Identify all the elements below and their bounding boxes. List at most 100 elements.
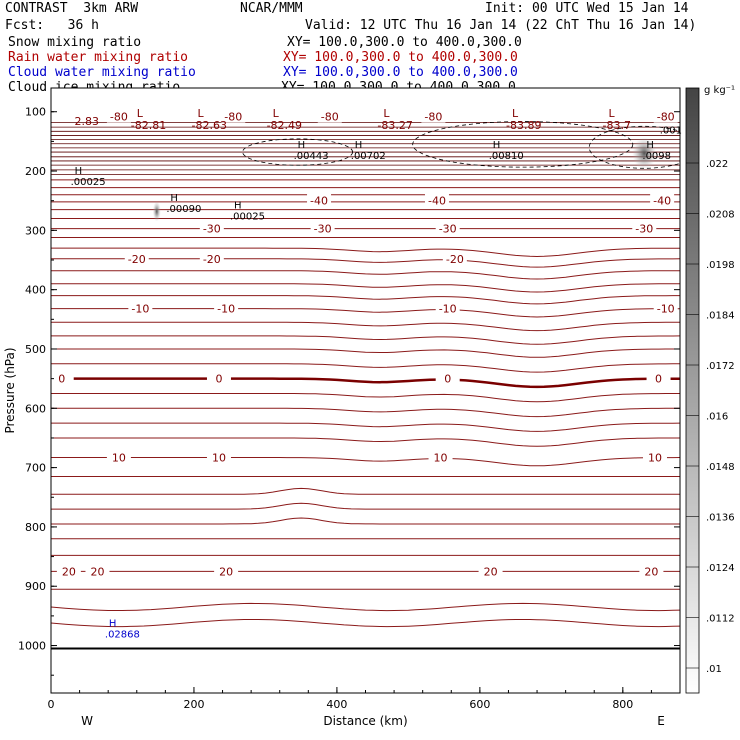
isotherm-label-bg xyxy=(124,251,149,265)
high-value: .02868 xyxy=(105,630,140,641)
field-cloudwater-name: Cloud water mixing ratio xyxy=(8,65,196,80)
cloud-ice-shading xyxy=(152,201,161,222)
high-value: .00702 xyxy=(351,151,386,162)
isotherm-label-bg xyxy=(435,301,460,315)
colorbar-units: g kg⁻¹ xyxy=(704,85,735,96)
contour-value: .001 xyxy=(660,126,682,137)
x-tick-label: 600 xyxy=(469,698,490,711)
y-tick-label: 500 xyxy=(25,343,46,356)
cloud-outline xyxy=(242,138,354,166)
high-value: .00090 xyxy=(166,204,201,215)
high-value: .00025 xyxy=(71,177,106,188)
isotherm-label: 10 xyxy=(434,452,448,465)
isotherm-label-bg xyxy=(310,221,335,235)
isotherm-line xyxy=(51,335,680,345)
isotherm-label: 0 xyxy=(655,373,662,386)
x-tick-label: 400 xyxy=(326,698,347,711)
colorbar-tick-label: .0198 xyxy=(706,260,735,271)
isotherm-label: 0 xyxy=(444,373,451,386)
field-cloudwater-xy: XY= 100.0,300.0 to 400.0,300.0 xyxy=(283,65,518,80)
isotherm-label-bg xyxy=(478,564,503,578)
isotherm-label-bg xyxy=(435,371,460,385)
low-value: -83.89 xyxy=(506,119,541,132)
header-init: Init: 00 UTC Wed 15 Jan 14 xyxy=(485,1,689,16)
low-value: -82.81 xyxy=(131,119,166,132)
x-tick-label: 0 xyxy=(48,698,55,711)
isotherm-label: -20 xyxy=(203,253,221,266)
isotherm-label-bg xyxy=(128,301,153,315)
isotherm-label-bg xyxy=(307,193,332,207)
isotherm-label-bg xyxy=(206,450,231,464)
y-tick-label: 300 xyxy=(25,224,46,237)
colorbar-tick-label: .0136 xyxy=(706,513,735,524)
isotherm-line xyxy=(51,258,680,268)
zero-isotherm xyxy=(51,377,680,389)
low-marker: L xyxy=(383,107,390,120)
high-value: .00443 xyxy=(294,151,329,162)
header-model: CONTRAST 3km ARW xyxy=(5,1,139,16)
isotherm-label-bg xyxy=(642,450,667,464)
isotherm-label-bg xyxy=(639,564,664,578)
y-tick-label: 600 xyxy=(25,402,46,415)
low-value: -82.63 xyxy=(192,119,227,132)
isotherm-label: 20 xyxy=(62,565,76,578)
isotherm-line xyxy=(51,348,680,358)
isotherm-line xyxy=(51,295,680,305)
y-tick-label: 400 xyxy=(25,284,46,297)
colorbar-tick-label: .0184 xyxy=(706,311,735,322)
isotherm-label: -30 xyxy=(439,223,457,236)
isotherm-label-bg xyxy=(49,371,74,385)
isotherm-line xyxy=(51,283,680,293)
isotherm-label-bg xyxy=(221,109,246,123)
isotherm-label-bg xyxy=(650,193,675,207)
low-marker: L xyxy=(198,107,205,120)
y-tick-label: 800 xyxy=(25,521,46,534)
colorbar xyxy=(685,87,700,694)
isotherm-label: -80 xyxy=(224,110,242,123)
isotherm-label: -10 xyxy=(439,303,457,316)
isotherm-label: -40 xyxy=(653,195,671,208)
isotherm-label: 0 xyxy=(58,373,65,386)
isotherm-label-bg xyxy=(106,109,131,123)
isotherm-label: 0 xyxy=(215,373,222,386)
colorbar-tick-label: .0112 xyxy=(706,614,735,625)
field-snow-xy: XY= 100.0,300.0 to 400.0,300.0 xyxy=(287,35,522,50)
isotherm-line xyxy=(51,517,680,525)
isotherm-label: -30 xyxy=(635,223,653,236)
high-marker: H xyxy=(170,193,178,204)
isotherm-label: 10 xyxy=(112,452,126,465)
isotherm-line xyxy=(51,270,680,280)
isotherm-label: -30 xyxy=(203,223,221,236)
x-tick-label: 200 xyxy=(183,698,204,711)
isotherm-label-bg xyxy=(199,251,224,265)
high-value: .00810 xyxy=(489,151,524,162)
isotherm-label-bg xyxy=(428,450,453,464)
isotherm-label-bg xyxy=(199,221,224,235)
isotherm-label-bg xyxy=(435,221,460,235)
isotherm-label-bg xyxy=(106,450,131,464)
isotherm-label: -80 xyxy=(657,110,675,123)
colorbar-tick-label: .0148 xyxy=(706,462,735,473)
high-marker: H xyxy=(75,166,83,177)
low-value: 2.83 xyxy=(74,115,99,128)
isotherm-label: -10 xyxy=(657,303,675,316)
colorbar-tick-label: .022 xyxy=(706,159,728,170)
isotherm-label: -20 xyxy=(446,253,464,266)
isotherm-label-bg xyxy=(442,251,467,265)
low-marker: L xyxy=(137,107,144,120)
high-value: .0098 xyxy=(642,151,671,162)
header-org: NCAR/MMM xyxy=(240,1,303,16)
isotherm-label-bg xyxy=(317,109,342,123)
west-label: W xyxy=(81,714,93,728)
high-marker: H xyxy=(234,201,242,212)
isotherm-label-bg xyxy=(56,564,81,578)
isotherm-line xyxy=(51,247,680,258)
high-value: .00025 xyxy=(230,212,265,223)
isotherm-label-bg xyxy=(214,301,239,315)
high-marker: H xyxy=(298,140,306,151)
y-tick-label: 200 xyxy=(25,165,46,178)
isotherm-label: -30 xyxy=(314,223,332,236)
header-fcst: Fcst: 36 h xyxy=(5,18,99,33)
isotherm-line xyxy=(51,422,680,432)
isotherm-label: -10 xyxy=(131,303,149,316)
